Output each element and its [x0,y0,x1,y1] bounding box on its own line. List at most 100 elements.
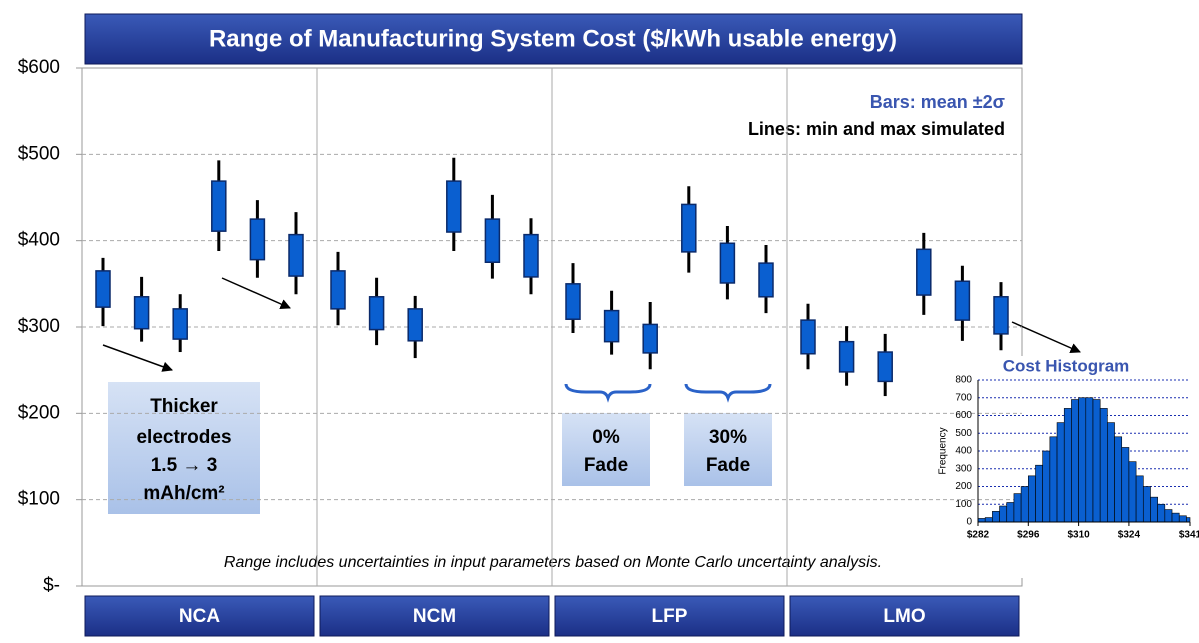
y-tick-label: $200 [18,402,60,423]
box [95,270,111,308]
inset-bar [1049,436,1058,523]
inset-bar [1150,496,1158,523]
chart-title: Range of Manufacturing System Cost ($/kW… [209,25,897,52]
box [484,218,501,263]
box [800,319,816,355]
annotation: 1.5 → 3 [151,455,218,476]
box [916,248,932,296]
inset-x-tick-label: $296 [1017,530,1040,541]
category-banner [319,595,550,637]
inset-bar [977,518,986,523]
annotation: Thicker [150,396,218,417]
inset-bar [1020,486,1029,523]
inset-bar [1128,461,1137,523]
box [877,351,893,383]
inset-bar [1186,517,1191,523]
inset-bar [1092,399,1101,523]
inset-bar [1028,475,1036,523]
inset-x-tick-label: $324 [1118,530,1141,541]
box [330,270,346,310]
annotation: electrodes [136,427,231,448]
inset-bar [1035,464,1043,523]
inset-x-tick-label: $282 [967,530,990,541]
category-banner [789,595,1020,637]
inset-y-tick-label: 600 [955,410,972,421]
inset-y-tick-label: 500 [955,428,972,439]
footnote: Range includes uncertainties in input pa… [224,554,882,571]
inset-y-tick-label: 300 [955,463,972,474]
brace [684,383,772,403]
box [954,280,971,321]
box [172,308,188,340]
box [758,262,774,298]
inset-bar [1178,515,1187,523]
box [407,308,423,342]
arrow [221,277,291,309]
inset-bar [992,511,1000,523]
inset-bar [1142,486,1151,523]
box [211,180,227,232]
inset-x-tick-label: $310 [1067,530,1090,541]
inset-bar [1006,502,1015,523]
y-tick-label: $300 [18,316,60,337]
inset-bar [1085,397,1094,523]
inset-bar [1013,493,1022,523]
inset-y-tick-label: 100 [955,499,972,510]
category-banner [84,595,315,637]
y-tick-label: $100 [18,489,60,510]
arrow [1011,321,1081,353]
inset-y-tick-label: 700 [955,392,972,403]
inset-bar [999,505,1008,523]
inset-bar [1056,422,1065,523]
annotation: 0% [592,427,620,448]
y-tick-label: $600 [18,57,60,78]
x-tick-label: NCA [179,606,220,627]
x-tick-label: LMO [883,606,925,627]
box [565,283,581,320]
box [368,296,385,331]
legend-bars: Bars: mean ±2σ [870,92,1005,112]
inset-bar [1157,503,1166,523]
inset-y-tick-label: 800 [955,375,972,386]
inset-bar [1114,436,1123,523]
title-banner [84,13,1023,65]
inset-y-tick-label: 0 [966,517,972,528]
inset-bar [1171,512,1180,523]
arrow [102,344,173,372]
inset-bar [1063,408,1072,523]
box [719,242,736,284]
box [642,323,658,354]
x-tick-label: LFP [652,606,688,627]
inset-bar [1164,509,1173,523]
annotation-box [108,382,260,514]
brace [564,383,652,403]
annotation: Fade [706,455,750,476]
box [288,233,304,277]
annotation: Fade [584,455,628,476]
inset-bar [1042,450,1051,523]
inset-y-tick-label: 200 [955,481,972,492]
box [993,296,1009,335]
inset-bar [1099,408,1108,523]
annotation: mAh/cm² [143,483,224,504]
y-tick-label: $400 [18,230,60,251]
annotation-box [684,413,772,486]
box [838,340,855,373]
inset-bar [1071,399,1079,523]
inset-bar [1135,475,1144,523]
inset-y-tick-label: 400 [955,446,972,457]
box [446,180,462,233]
category-banner [554,595,785,637]
box [603,309,620,343]
inset-x-tick-label: $341 [1179,530,1199,541]
legend-lines: Lines: min and max simulated [748,119,1005,139]
box [681,203,697,253]
y-tick-label: $- [43,575,60,596]
inset-bar [1078,397,1087,523]
inset-bar [984,517,993,523]
box [249,218,266,261]
box [133,296,150,330]
annotation: 30% [709,427,747,448]
inset-title: Cost Histogram [1003,356,1130,375]
